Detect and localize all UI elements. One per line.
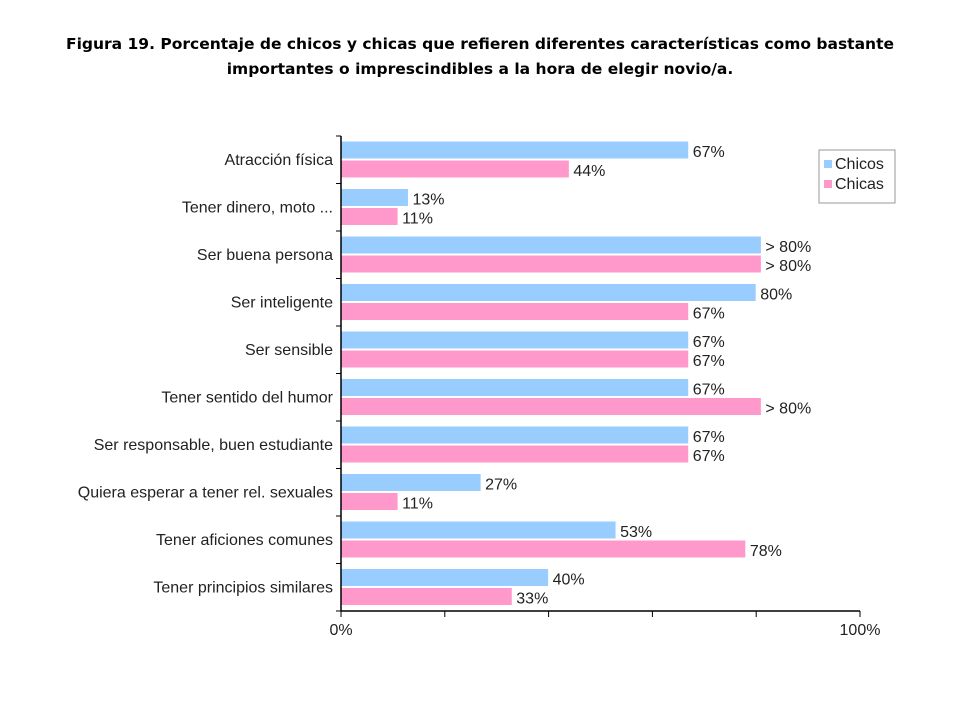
legend-box [818, 149, 896, 204]
data-label: 78% [750, 543, 782, 560]
bar-chicas [340, 492, 399, 511]
data-label: 11% [402, 211, 433, 228]
bar-chicas [340, 397, 762, 416]
bar-chicos [340, 330, 690, 350]
bar-chicos [340, 140, 690, 160]
data-label: 44% [573, 163, 605, 180]
data-label: 67% [693, 306, 725, 323]
data-label: > 80% [765, 258, 811, 275]
bar-chicos [340, 283, 757, 302]
chart-title-line-1: Figura 19. Porcentaje de chicos y chicas… [65, 35, 895, 53]
data-label: > 80% [765, 401, 811, 418]
bar-chicas [340, 159, 570, 179]
legend-swatch [824, 180, 832, 188]
category-label: Ser sensible [245, 342, 333, 359]
data-label: 11% [402, 496, 433, 513]
bar-chicas [340, 207, 399, 226]
chart-title: Figura 19. Porcentaje de chicos y chicas… [40, 32, 920, 82]
bar-chicas [340, 444, 690, 464]
data-label: 53% [620, 524, 652, 541]
bar-chicas [340, 539, 747, 559]
category-label: Tener principios similares [153, 580, 333, 597]
data-label: 40% [553, 572, 585, 589]
data-label: 67% [693, 353, 725, 370]
bar-chicos [340, 378, 690, 397]
data-label: 67% [693, 382, 725, 399]
category-label: Quiera esperar a tener rel. sexuales [78, 485, 333, 502]
bar-chicas [340, 587, 513, 606]
legend: Chicos Chicas [818, 149, 896, 204]
bar-chicas [340, 349, 690, 369]
category-label: Tener aficiones comunes [156, 532, 333, 549]
x-tick-label: 100% [840, 622, 881, 639]
data-label: 33% [516, 591, 548, 608]
data-label: 67% [693, 429, 725, 446]
legend-swatch [824, 160, 832, 168]
category-label: Ser inteligente [231, 295, 333, 312]
data-label: 67% [693, 448, 725, 465]
data-label: 67% [693, 144, 725, 161]
category-label: Tener sentido del humor [161, 390, 333, 407]
bar-chicos [340, 520, 617, 540]
data-label: > 80% [765, 239, 811, 256]
legend-label: Chicos [835, 156, 884, 173]
data-label: 67% [693, 334, 725, 351]
x-tick-label: 0% [329, 622, 352, 639]
chart-title-line-2: importantes o imprescindibles a la hora … [226, 60, 734, 78]
bar-chicos [340, 425, 690, 445]
bar-chicos [340, 568, 550, 587]
legend-label: Chicas [835, 176, 884, 193]
bar-chicos [340, 188, 409, 207]
data-label: 80% [760, 287, 792, 304]
category-label: Atracción física [225, 152, 334, 169]
bar-chicos [340, 235, 762, 255]
bar-chicas [340, 302, 690, 321]
category-label: Ser responsable, buen estudiante [94, 437, 333, 454]
data-label: 27% [485, 477, 517, 494]
bar-chicos [340, 473, 482, 492]
category-label: Tener dinero, moto ... [182, 200, 333, 217]
bar-chicas [340, 254, 762, 274]
category-label: Ser buena persona [197, 247, 333, 264]
data-label: 13% [412, 192, 444, 209]
